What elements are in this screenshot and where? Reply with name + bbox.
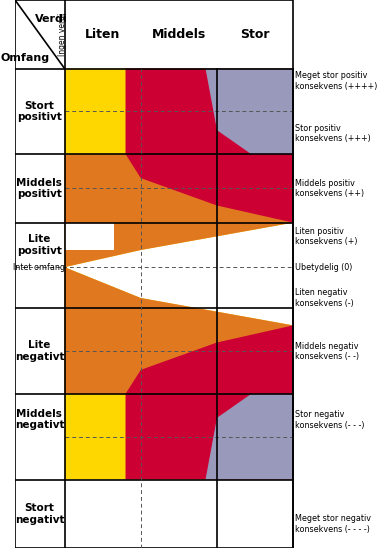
Text: Lite
positivt: Lite positivt	[17, 235, 62, 256]
Text: Stor positiv
konsekvens (+++): Stor positiv konsekvens (+++)	[295, 124, 370, 143]
Text: Middels
positivt: Middels positivt	[17, 178, 62, 199]
Polygon shape	[206, 68, 293, 154]
Polygon shape	[65, 267, 293, 480]
Text: Liten: Liten	[85, 28, 120, 41]
Text: Meget stor negativ
konsekvens (- - - -): Meget stor negativ konsekvens (- - - -)	[295, 515, 371, 534]
Polygon shape	[125, 326, 293, 480]
Text: Ubetydelig (0): Ubetydelig (0)	[295, 262, 352, 272]
Polygon shape	[206, 394, 293, 480]
Text: Middels positiv
konsekvens (++): Middels positiv konsekvens (++)	[295, 179, 364, 198]
Text: Middels
negativt: Middels negativt	[15, 409, 64, 430]
Text: Middels negativ
konsekvens (- -): Middels negativ konsekvens (- -)	[295, 342, 359, 361]
Text: Stor: Stor	[240, 28, 270, 41]
Polygon shape	[125, 68, 293, 222]
Text: Liten positiv
konsekvens (+): Liten positiv konsekvens (+)	[295, 227, 357, 246]
Text: Middels: Middels	[152, 28, 206, 41]
Text: Lite
negativt: Lite negativt	[15, 340, 64, 362]
Text: Liten negativ
konsekvens (-): Liten negativ konsekvens (-)	[295, 288, 353, 307]
Text: Verdi: Verdi	[34, 14, 67, 24]
Polygon shape	[65, 154, 293, 267]
Text: Intet omfang: Intet omfang	[14, 262, 65, 272]
Text: Ingen verdi: Ingen verdi	[58, 13, 67, 56]
Text: Meget stor positiv
konsekvens (++++): Meget stor positiv konsekvens (++++)	[295, 71, 377, 90]
Text: Stort
positivt: Stort positivt	[17, 100, 62, 122]
Text: Omfang: Omfang	[0, 53, 50, 63]
Polygon shape	[65, 267, 293, 394]
Polygon shape	[65, 222, 114, 250]
Text: Stort
negativt: Stort negativt	[15, 503, 64, 524]
Text: Stor negativ
konsekvens (- - -): Stor negativ konsekvens (- - -)	[295, 410, 364, 430]
Polygon shape	[65, 68, 293, 267]
